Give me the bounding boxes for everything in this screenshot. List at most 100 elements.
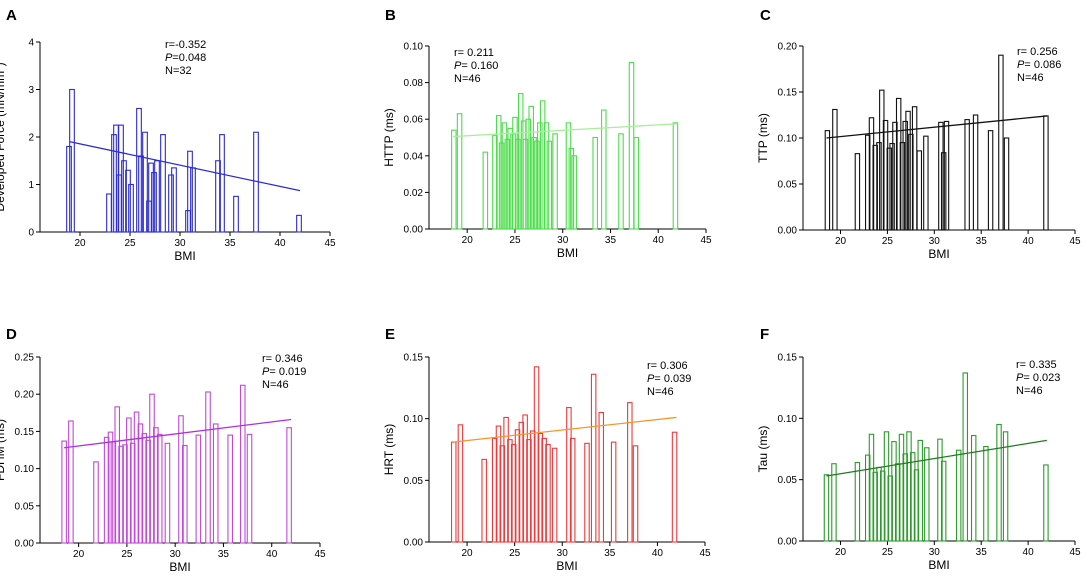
data-bar [156,433,163,544]
data-bar [895,97,902,231]
data-bar [998,54,1004,231]
y-tick-label: 0 [28,228,34,239]
x-axis-label: BMI [174,249,195,263]
x-tick-label: 35 [605,235,617,246]
x-axis-label: BMI [169,560,190,574]
data-bar [525,118,532,230]
data-bar [940,460,947,542]
stat-n: N=46 [1016,385,1043,397]
panel-letter: C [760,7,771,24]
stat-p-value: = 0.023 [1023,372,1060,384]
data-bar [671,431,678,543]
x-tick-label: 25 [509,235,521,246]
y-tick-label: 0.05 [404,476,424,487]
y-axis-label: Developed Force (mN/mm2) [0,62,7,211]
data-bar [151,172,157,233]
x-tick-label: 40 [652,548,664,559]
stat-r: r= 0.211 [454,47,494,59]
data-bar [154,160,160,233]
data-bar [512,116,518,230]
stat-p-symbol: P [262,366,270,378]
data-bar [526,439,532,543]
data-bar [522,138,529,230]
y-tick-label: 3 [28,85,34,96]
data-bar [545,444,551,543]
y-tick-label: 0.15 [778,353,798,364]
data-bar [133,411,140,544]
y-tick-label: 0.00 [404,538,424,549]
y-tick-label: 0.15 [778,88,798,99]
data-bar [514,429,521,543]
data-bar [546,140,553,230]
data-bar [138,155,144,233]
chart-panel-f: F 0.00 0.05 0.10 0.15 20 25 30 35 40 45 BMI Tau (ms)… [756,326,1081,572]
data-bar [125,169,131,233]
x-tick-label: 35 [604,548,616,559]
data-bar [534,140,540,230]
y-axis-label-main: Developed Force (mN/mm [0,71,7,212]
data-bar [537,432,544,543]
data-bar [832,108,838,231]
data-bar [566,407,572,543]
data-bar [627,402,633,543]
regression-line [826,439,1047,477]
data-bar [565,122,572,230]
data-bar [286,427,292,544]
data-bar [902,453,908,542]
data-bar [450,441,457,543]
data-bar [970,434,977,542]
data-bar [916,150,923,231]
data-bar [205,391,211,544]
y-tick-label: 0.02 [404,188,424,199]
x-tick-label: 20 [835,236,847,247]
data-bar [898,433,905,542]
x-axis-label: BMI [928,558,949,572]
y-axis-label: HRT (ms) [382,424,396,476]
data-bar [940,152,947,231]
data-bar [498,142,505,230]
y-tick-label: 0.00 [404,225,424,236]
data-bar [590,373,597,543]
data-bar [864,454,871,542]
x-tick-label: 40 [266,549,278,560]
data-bar [983,445,989,542]
data-bar [457,424,464,543]
x-tick-label: 20 [835,547,847,558]
y-tick-label: 0.00 [778,226,798,237]
data-bar [868,433,875,542]
data-bar [533,366,540,543]
chart-panel-b: B 0.00 0.02 0.04 0.06 0.08 0.10 20 25 30 35 40 45 BMI… [382,7,712,260]
data-bar [141,433,148,544]
x-axis-label: BMI [928,247,949,261]
y-tick-label: 2 [28,133,34,144]
y-tick-label: 0.00 [15,539,35,550]
y-tick-label: 0.20 [15,390,35,401]
x-tick-label: 20 [73,549,85,560]
x-tick-label: 35 [976,547,988,558]
stat-p: P= 0.039 [647,373,691,385]
data-bar [160,134,166,233]
data-bar [887,475,893,542]
x-tick-label: 45 [1069,547,1081,558]
data-bar [539,100,546,230]
data-bar [1002,431,1009,542]
x-tick-label: 25 [124,238,136,249]
data-bar [61,440,67,544]
data-bar [145,439,151,544]
y-tick-label: 0.15 [404,353,424,364]
data-bar [937,438,943,542]
data-bar [515,138,521,230]
data-bar [568,147,575,230]
x-tick-label: 40 [1023,236,1035,247]
data-bar [187,150,193,233]
data-bar [943,120,950,231]
y-axis-label-end: ) [0,62,7,66]
data-bar [126,417,132,544]
data-bar [889,142,895,231]
y-tick-label: 0.10 [404,42,424,53]
x-tick-label: 30 [174,238,186,249]
chart-panel-c: C 0.00 0.05 0.10 0.15 0.20 20 25 30 35 40 45 BMI TTP … [756,7,1081,261]
data-bar [899,142,906,231]
stat-p-value: = 0.086 [1024,59,1061,71]
